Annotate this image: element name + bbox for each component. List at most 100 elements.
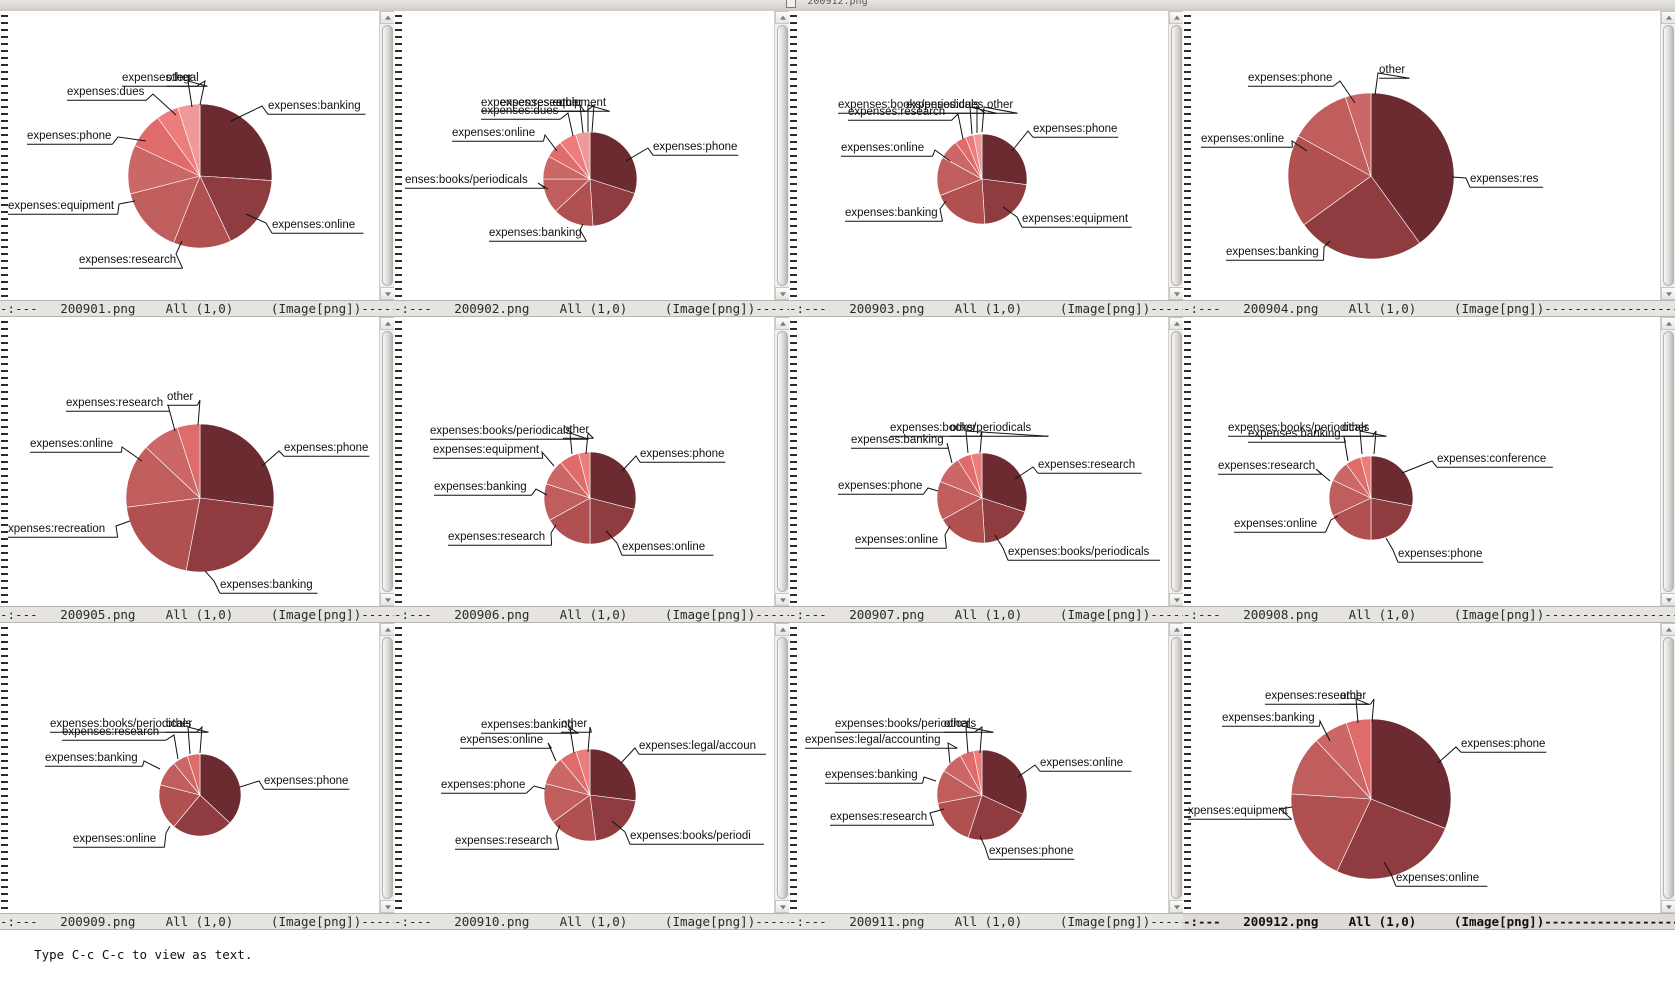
vertical-scrollbar[interactable] bbox=[774, 623, 789, 913]
pie-slice-label: expenses:online bbox=[73, 825, 171, 848]
scroll-down-button[interactable] bbox=[380, 900, 394, 913]
vertical-scrollbar[interactable] bbox=[774, 317, 789, 606]
scroll-down-button[interactable] bbox=[1661, 287, 1675, 300]
scrollbar-thumb[interactable] bbox=[777, 331, 788, 592]
emacs-window[interactable]: expenses:phone expenses:online expenses:re… bbox=[394, 317, 789, 623]
pie-slice bbox=[967, 794, 1024, 841]
mode-line[interactable]: -:--- 200910.png All (1,0) (Image[png])-… bbox=[394, 913, 789, 930]
pie-slice-label: expenses:online bbox=[245, 213, 364, 234]
image-buffer[interactable]: expenses:phone expenses:online expenses:ba… bbox=[0, 623, 394, 913]
right-fringe bbox=[766, 317, 774, 606]
scroll-down-button[interactable] bbox=[1661, 593, 1675, 606]
pie-slice bbox=[1297, 96, 1372, 177]
mode-line[interactable]: -:--- 200903.png All (1,0) (Image[png])-… bbox=[789, 300, 1183, 317]
image-buffer[interactable]: expenses:res expenses:banking expenses:onl… bbox=[1183, 11, 1675, 300]
mode-line[interactable]: -:--- 200907.png All (1,0) (Image[png])-… bbox=[789, 606, 1183, 623]
emacs-window[interactable]: expenses:phone expenses:banking xpenses:re… bbox=[0, 317, 394, 623]
scroll-up-button[interactable] bbox=[380, 623, 394, 636]
vertical-scrollbar[interactable] bbox=[379, 623, 394, 913]
scroll-up-button[interactable] bbox=[775, 11, 789, 24]
image-buffer[interactable]: expenses:legal/accoun expenses:books/peri… bbox=[394, 623, 789, 913]
vertical-scrollbar[interactable] bbox=[1168, 623, 1183, 913]
scrollbar-thumb[interactable] bbox=[1663, 637, 1674, 899]
image-buffer[interactable]: expenses:phone expenses:online xpenses:equ… bbox=[1183, 623, 1675, 913]
pie-slice-label: expenses:equipment bbox=[433, 444, 555, 467]
pie-slice bbox=[981, 452, 1028, 513]
emacs-window[interactable]: expenses:legal/accoun expenses:books/peri… bbox=[394, 623, 789, 930]
scroll-down-button[interactable] bbox=[775, 593, 789, 606]
scroll-down-button[interactable] bbox=[1661, 900, 1675, 913]
image-buffer[interactable]: expenses:online expenses:phone expenses:re… bbox=[789, 623, 1183, 913]
emacs-window[interactable]: expenses:banking expenses:online expenses:… bbox=[0, 11, 394, 317]
image-buffer[interactable]: expenses:conference expenses:phone expense… bbox=[1183, 317, 1675, 606]
scroll-up-button[interactable] bbox=[775, 317, 789, 330]
emacs-window[interactable]: expenses:conference expenses:phone expense… bbox=[1183, 317, 1675, 623]
scroll-up-button[interactable] bbox=[1169, 623, 1183, 636]
scroll-up-button[interactable] bbox=[1169, 11, 1183, 24]
svg-text:expenses:dues: expenses:dues bbox=[906, 99, 984, 111]
image-buffer[interactable]: expenses:phone expenses:banking enses:book… bbox=[394, 11, 789, 300]
scrollbar-thumb[interactable] bbox=[1171, 331, 1182, 592]
vertical-scrollbar[interactable] bbox=[379, 11, 394, 300]
scroll-up-button[interactable] bbox=[775, 623, 789, 636]
vertical-scrollbar[interactable] bbox=[1168, 317, 1183, 606]
vertical-scrollbar[interactable] bbox=[1660, 623, 1675, 913]
scrollbar-thumb[interactable] bbox=[1171, 25, 1182, 286]
vertical-scrollbar[interactable] bbox=[379, 317, 394, 606]
scroll-down-button[interactable] bbox=[1169, 900, 1183, 913]
pie-slice-label: expenses:online bbox=[1234, 515, 1339, 533]
emacs-window[interactable]: expenses:research expenses:books/periodic… bbox=[789, 317, 1183, 623]
scroll-up-button[interactable] bbox=[1661, 317, 1675, 330]
scrollbar-thumb[interactable] bbox=[777, 25, 788, 286]
mode-line[interactable]: -:--- 200906.png All (1,0) (Image[png])-… bbox=[394, 606, 789, 623]
scroll-down-button[interactable] bbox=[1169, 287, 1183, 300]
image-buffer[interactable]: expenses:research expenses:books/periodic… bbox=[789, 317, 1183, 606]
scroll-up-button[interactable] bbox=[380, 11, 394, 24]
scrollbar-thumb[interactable] bbox=[1663, 331, 1674, 592]
emacs-window[interactable]: expenses:phone expenses:online xpenses:equ… bbox=[1183, 623, 1675, 930]
emacs-window[interactable]: expenses:phone expenses:equipment expenses… bbox=[789, 11, 1183, 317]
mode-line[interactable]: -:--- 200905.png All (1,0) (Image[png])-… bbox=[0, 606, 394, 623]
scrollbar-thumb[interactable] bbox=[1663, 25, 1674, 286]
scrollbar-thumb[interactable] bbox=[777, 637, 788, 899]
vertical-scrollbar[interactable] bbox=[774, 11, 789, 300]
scroll-down-button[interactable] bbox=[775, 900, 789, 913]
scroll-down-button[interactable] bbox=[1169, 593, 1183, 606]
mode-line[interactable]: -:--- 200909.png All (1,0) (Image[png])-… bbox=[0, 913, 394, 930]
scroll-up-button[interactable] bbox=[1661, 623, 1675, 636]
emacs-window[interactable]: expenses:phone expenses:online expenses:ba… bbox=[0, 623, 394, 930]
emacs-window[interactable]: expenses:online expenses:phone expenses:re… bbox=[789, 623, 1183, 930]
mode-line[interactable]: -:--- 200912.png All (1,0) (Image[png])-… bbox=[1183, 913, 1675, 930]
pie-slice-label: xpenses:equipment bbox=[1188, 805, 1293, 820]
scroll-down-button[interactable] bbox=[380, 287, 394, 300]
scroll-up-button[interactable] bbox=[1661, 11, 1675, 24]
scroll-up-button[interactable] bbox=[380, 317, 394, 330]
image-buffer[interactable]: expenses:phone expenses:banking xpenses:re… bbox=[0, 317, 394, 606]
vertical-scrollbar[interactable] bbox=[1168, 11, 1183, 300]
scroll-down-button[interactable] bbox=[775, 287, 789, 300]
minibuffer[interactable]: Type C-c C-c to view as text. bbox=[0, 930, 1675, 1004]
svg-text:expenses:books/periodi: expenses:books/periodi bbox=[630, 830, 751, 842]
emacs-window[interactable]: expenses:res expenses:banking expenses:onl… bbox=[1183, 11, 1675, 317]
vertical-scrollbar[interactable] bbox=[1660, 11, 1675, 300]
mode-line[interactable]: -:--- 200902.png All (1,0) (Image[png])-… bbox=[394, 300, 789, 317]
mode-line[interactable]: -:--- 200904.png All (1,0) (Image[png])-… bbox=[1183, 300, 1675, 317]
image-buffer[interactable]: expenses:phone expenses:equipment expenses… bbox=[789, 11, 1183, 300]
mode-line[interactable]: -:--- 200908.png All (1,0) (Image[png])-… bbox=[1183, 606, 1675, 623]
scrollbar-thumb[interactable] bbox=[382, 331, 393, 592]
scroll-down-button[interactable] bbox=[380, 593, 394, 606]
scrollbar-thumb[interactable] bbox=[1171, 637, 1182, 899]
scroll-up-button[interactable] bbox=[1169, 317, 1183, 330]
mode-line[interactable]: -:--- 200901.png All (1,0) (Image[png])-… bbox=[0, 300, 394, 317]
image-buffer[interactable]: expenses:phone expenses:online expenses:re… bbox=[394, 317, 789, 606]
scrollbar-thumb[interactable] bbox=[382, 637, 393, 899]
mode-line[interactable]: -:--- 200911.png All (1,0) (Image[png])-… bbox=[789, 913, 1183, 930]
image-buffer[interactable]: expenses:banking expenses:online expenses:… bbox=[0, 11, 394, 300]
chevron-down-icon bbox=[1173, 597, 1180, 602]
svg-text:expenses:banking: expenses:banking bbox=[1226, 246, 1319, 258]
scrollbar-thumb[interactable] bbox=[382, 25, 393, 286]
pie-slice-label: expenses:online bbox=[460, 734, 557, 762]
chevron-down-icon bbox=[1665, 291, 1672, 296]
emacs-window[interactable]: expenses:phone expenses:banking enses:book… bbox=[394, 11, 789, 317]
vertical-scrollbar[interactable] bbox=[1660, 317, 1675, 606]
